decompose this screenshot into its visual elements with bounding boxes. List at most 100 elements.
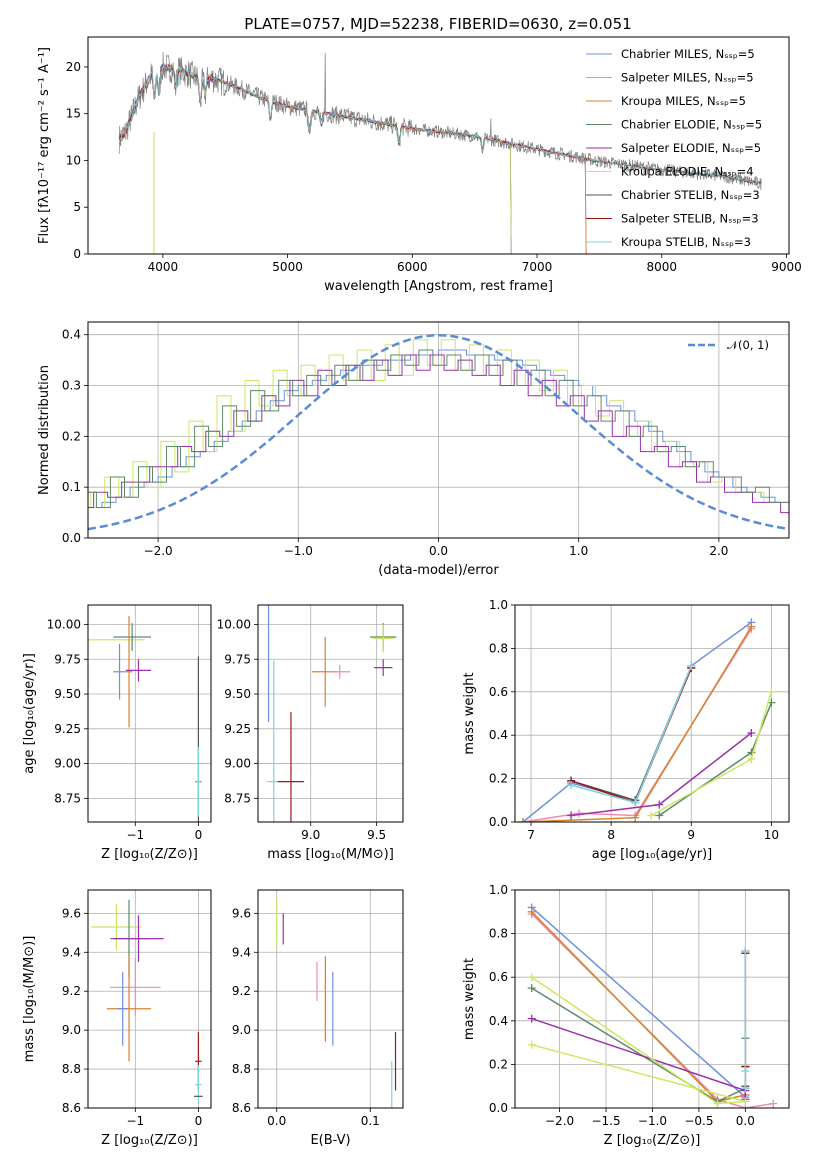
y-tick-label: 8.6	[62, 1101, 81, 1115]
axes-frame	[87, 36, 790, 255]
plot-area	[88, 890, 211, 1108]
age-vs-metallicity-panel: −1 0 8.75 9.00 9.25 9.50 9.75 10.00 Z [log₁₀(Z/Z…	[22, 604, 212, 862]
x-tick-label: −0.5	[684, 1114, 713, 1128]
x-axis-label: age [log₁₀(age/yr)]	[592, 847, 713, 862]
y-tick-label: 10.00	[217, 617, 251, 631]
axes-frame	[257, 889, 404, 1109]
x-tick-label: 0.0	[429, 544, 448, 558]
y-tick-label: 8.75	[224, 791, 251, 805]
legend-label: Chabrier ELODIE, Nₛₛₚ=5	[621, 118, 762, 132]
plus-marker	[655, 811, 664, 820]
y-tick-label: 10.00	[47, 617, 81, 631]
axes-frame	[514, 604, 790, 823]
y-tick-label: 8.75	[54, 791, 81, 805]
x-axis-label: mass [log₁₀(M/M⊙)]	[267, 847, 394, 862]
x-tick-label: 0.0	[736, 1114, 755, 1128]
x-tick-label: 4000	[148, 260, 179, 274]
legend-label: Chabrier MILES, Nₛₛₚ=5	[621, 47, 755, 61]
y-axis-label: Flux [fλ10⁻¹⁷ erg cm⁻² s⁻¹ A⁻¹]	[37, 47, 52, 244]
y-tick-label: 0.8	[489, 927, 508, 941]
legend-label: Salpeter STELIB, Nₛₛₚ=3	[621, 212, 759, 226]
x-tick-label: 7	[527, 828, 535, 842]
y-tick-label: 9.50	[224, 687, 251, 701]
x-tick-label: 0.1	[361, 1114, 380, 1128]
y-axis-label: mass weight	[462, 672, 477, 754]
plus-marker	[741, 947, 750, 956]
plus-marker	[527, 907, 536, 916]
plus-marker	[527, 1040, 536, 1049]
y-tick-label: 0.2	[489, 772, 508, 786]
x-tick-label: 6000	[397, 260, 428, 274]
x-tick-label: −1	[126, 828, 144, 842]
y-tick-label: 9.50	[54, 687, 81, 701]
plot-area	[258, 605, 403, 822]
y-tick-label: 0.4	[489, 728, 508, 742]
x-axis-label: Z [log₁₀(Z/Z⊙)]	[101, 1133, 198, 1148]
x-tick-label: 0.0	[267, 1114, 286, 1128]
y-tick-label: 0.0	[489, 1101, 508, 1115]
plus-marker	[747, 729, 756, 738]
x-tick-label: 1.0	[569, 544, 588, 558]
plus-marker	[519, 818, 528, 822]
observed-spectrum-line	[118, 52, 762, 190]
normal-distribution-curve	[88, 333, 789, 531]
y-tick-label: 20	[66, 60, 81, 74]
plot-area	[88, 37, 789, 254]
x-tick-label: 0	[195, 1114, 203, 1128]
plot-content	[88, 333, 789, 531]
y-tick-label: 5	[73, 200, 81, 214]
plot-content	[276, 899, 397, 1108]
figure-title: PLATE=0757, MJD=52238, FIBERID=0630, z=0…	[244, 15, 631, 33]
data-point	[195, 1065, 202, 1105]
y-axis-label: mass [log₁₀(M/M⊙)]	[22, 936, 37, 1063]
plot-content	[91, 899, 203, 1105]
y-tick-label: 8.8	[232, 1062, 251, 1076]
legend-label: Kroupa STELIB, Nₛₛₚ=3	[621, 235, 751, 249]
y-tick-label: 1.0	[489, 883, 508, 897]
y-tick-label: 9.4	[232, 945, 251, 959]
y-tick-label: 0.2	[62, 429, 81, 443]
plot-area	[258, 890, 403, 1108]
data-point	[125, 659, 152, 682]
y-tick-label: 9.6	[62, 906, 81, 920]
data-point	[125, 616, 133, 728]
y-tick-label: 0.2	[489, 1057, 508, 1071]
plot-content	[88, 616, 202, 822]
y-tick-label: 9.25	[224, 722, 251, 736]
data-point	[372, 624, 394, 653]
plus-marker	[655, 800, 664, 809]
x-axis-label: (data-model)/error	[378, 563, 499, 578]
axes-frame	[87, 889, 212, 1109]
data-point	[195, 746, 201, 817]
y-tick-label: 0.6	[489, 685, 508, 699]
y-tick-label: 9.00	[54, 757, 81, 771]
y-tick-label: 9.6	[232, 906, 251, 920]
x-tick-label: 9	[687, 828, 695, 842]
x-axis-label: wavelength [Angstrom, rest frame]	[324, 279, 553, 294]
plus-marker	[631, 798, 640, 807]
residual-histogram-kroupa-elodie	[88, 339, 789, 508]
y-tick-label: 9.25	[54, 722, 81, 736]
data-point	[110, 958, 161, 1017]
spectrum-panel: 4000 5000 6000 7000 8000 9000 0 5 10 15 20 waveleng…	[37, 36, 802, 294]
plot-content	[118, 52, 762, 254]
legend-label: Salpeter ELODIE, Nₛₛₚ=5	[621, 141, 761, 155]
data-point	[113, 623, 152, 651]
plus-marker	[647, 811, 656, 820]
data-point	[117, 971, 128, 1046]
y-tick-label: 8.6	[232, 1101, 251, 1115]
data-point	[113, 643, 126, 700]
x-tick-label: 0	[195, 828, 203, 842]
x-tick-label: −2.0	[144, 544, 173, 558]
x-tick-label: −1	[126, 1114, 144, 1128]
y-tick-label: 0.0	[62, 531, 81, 545]
x-axis-label: E(B-V)	[310, 1133, 350, 1148]
age-vs-mass-panel: 9.0 9.5 8.75 9.00 9.25 9.50 9.75 10.00 mass [log…	[217, 604, 404, 862]
y-tick-label: 9.0	[62, 1023, 81, 1037]
axes-frame	[87, 321, 790, 539]
legend-label: Kroupa ELODIE, Nₛₛₚ=4	[621, 165, 754, 179]
y-tick-label: 0.3	[62, 379, 81, 393]
data-point	[106, 956, 152, 1062]
y-tick-label: 15	[66, 107, 81, 121]
legend-label: Salpeter MILES, Nₛₛₚ=5	[621, 71, 754, 85]
